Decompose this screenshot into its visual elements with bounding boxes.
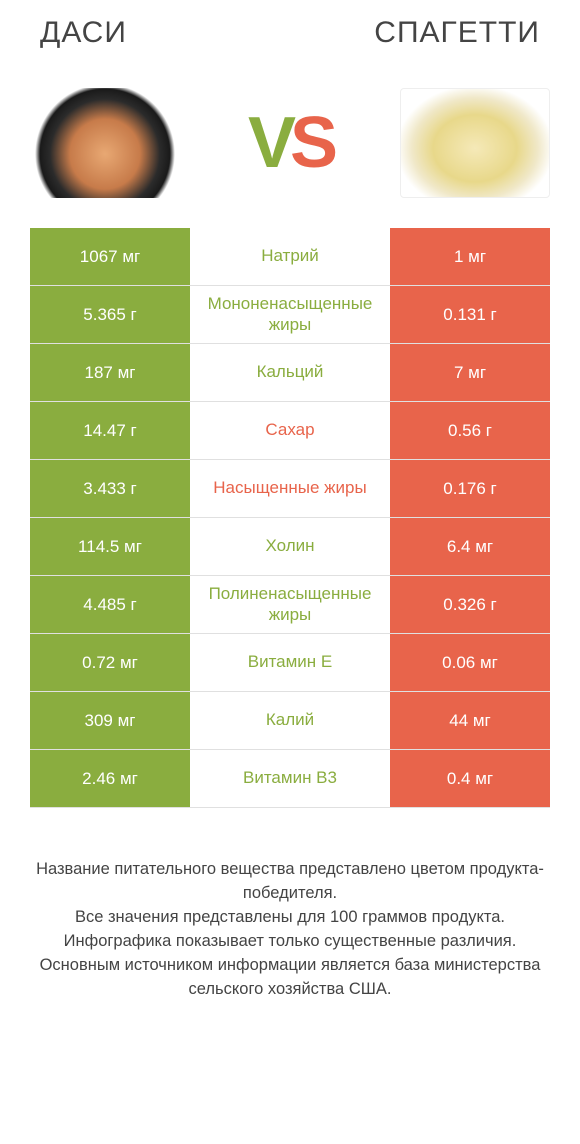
cell-right-value: 0.131 г	[390, 286, 550, 343]
comparison-table: 1067 мгНатрий1 мг5.365 гМононенасыщенные…	[30, 228, 550, 808]
header: ДАСИ СПАГЕТТИ	[0, 0, 580, 58]
footer-line: Название питательного вещества представл…	[36, 860, 544, 902]
cell-left-value: 5.365 г	[30, 286, 190, 343]
cell-right-value: 0.06 мг	[390, 634, 550, 691]
table-row: 2.46 мгВитамин B30.4 мг	[30, 750, 550, 808]
table-row: 114.5 мгХолин6.4 мг	[30, 518, 550, 576]
table-row: 5.365 гМононенасыщенные жиры0.131 г	[30, 286, 550, 344]
hero-row: VS	[0, 58, 580, 228]
vs-v: V	[248, 103, 290, 183]
cell-right-value: 0.56 г	[390, 402, 550, 459]
food-image-right	[400, 88, 550, 198]
cell-right-value: 6.4 мг	[390, 518, 550, 575]
cell-nutrient-label: Полиненасыщенные жиры	[190, 576, 390, 633]
table-row: 309 мгКалий44 мг	[30, 692, 550, 750]
cell-nutrient-label: Мононенасыщенные жиры	[190, 286, 390, 343]
cell-nutrient-label: Кальций	[190, 344, 390, 401]
footer-note: Название питательного вещества представл…	[0, 808, 580, 1002]
table-row: 3.433 гНасыщенные жиры0.176 г	[30, 460, 550, 518]
cell-nutrient-label: Калий	[190, 692, 390, 749]
cell-right-value: 0.4 мг	[390, 750, 550, 807]
cell-left-value: 14.47 г	[30, 402, 190, 459]
cell-right-value: 7 мг	[390, 344, 550, 401]
cell-right-value: 1 мг	[390, 228, 550, 285]
cell-nutrient-label: Витамин B3	[190, 750, 390, 807]
vs-s: S	[290, 103, 332, 183]
cell-nutrient-label: Сахар	[190, 402, 390, 459]
cell-nutrient-label: Натрий	[190, 228, 390, 285]
cell-right-value: 0.176 г	[390, 460, 550, 517]
cell-nutrient-label: Насыщенные жиры	[190, 460, 390, 517]
cell-left-value: 1067 мг	[30, 228, 190, 285]
vs-label: VS	[248, 102, 332, 184]
cell-nutrient-label: Витамин E	[190, 634, 390, 691]
table-row: 1067 мгНатрий1 мг	[30, 228, 550, 286]
footer-line: Инфографика показывает только существенн…	[64, 932, 517, 950]
left-title: ДАСИ	[40, 16, 127, 50]
cell-left-value: 2.46 мг	[30, 750, 190, 807]
cell-left-value: 114.5 мг	[30, 518, 190, 575]
cell-nutrient-label: Холин	[190, 518, 390, 575]
table-row: 4.485 гПолиненасыщенные жиры0.326 г	[30, 576, 550, 634]
cell-left-value: 4.485 г	[30, 576, 190, 633]
footer-line: Все значения представлены для 100 граммо…	[75, 908, 505, 926]
table-row: 14.47 гСахар0.56 г	[30, 402, 550, 460]
cell-left-value: 309 мг	[30, 692, 190, 749]
right-title: СПАГЕТТИ	[374, 16, 540, 50]
cell-right-value: 44 мг	[390, 692, 550, 749]
table-row: 0.72 мгВитамин E0.06 мг	[30, 634, 550, 692]
footer-line: Основным источником информации является …	[40, 956, 541, 998]
food-image-left	[30, 88, 180, 198]
table-row: 187 мгКальций7 мг	[30, 344, 550, 402]
cell-left-value: 3.433 г	[30, 460, 190, 517]
cell-left-value: 187 мг	[30, 344, 190, 401]
cell-right-value: 0.326 г	[390, 576, 550, 633]
cell-left-value: 0.72 мг	[30, 634, 190, 691]
